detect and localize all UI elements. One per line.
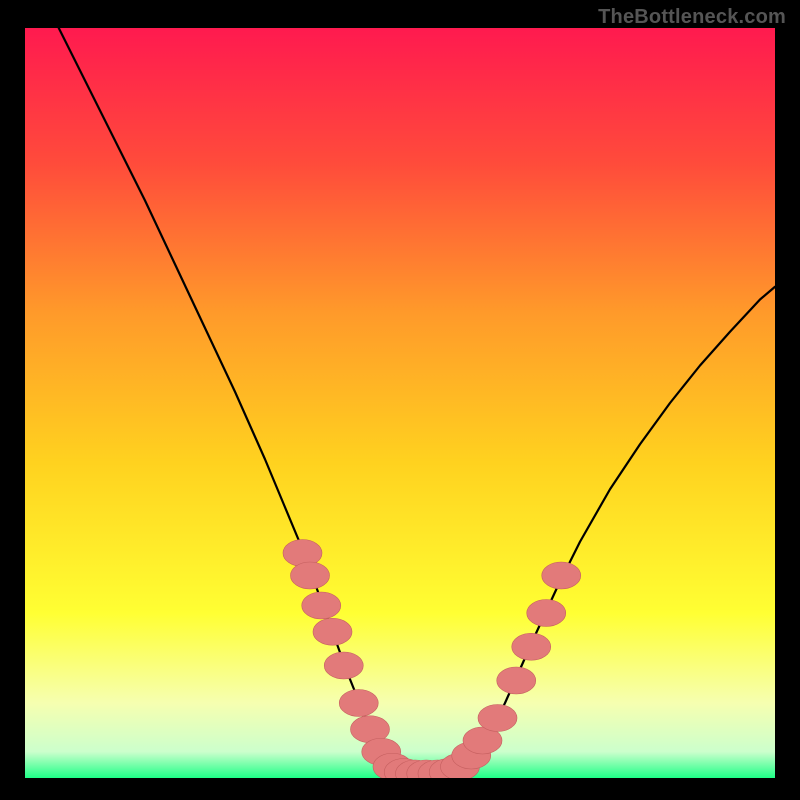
marker-dot [313, 618, 352, 645]
watermark-text: TheBottleneck.com [598, 6, 786, 29]
plot-svg [25, 28, 775, 778]
marker-dot [478, 705, 517, 732]
chart-frame: TheBottleneck.com [0, 0, 800, 800]
marker-dot [527, 600, 566, 627]
plot-background [25, 28, 775, 778]
marker-dot [339, 690, 378, 717]
bottleneck-curve-plot [25, 28, 775, 778]
marker-dot [291, 562, 330, 589]
marker-dot [324, 652, 363, 679]
marker-dot [542, 562, 581, 589]
marker-dot [302, 592, 341, 619]
marker-dot [497, 667, 536, 694]
marker-dot [512, 633, 551, 660]
